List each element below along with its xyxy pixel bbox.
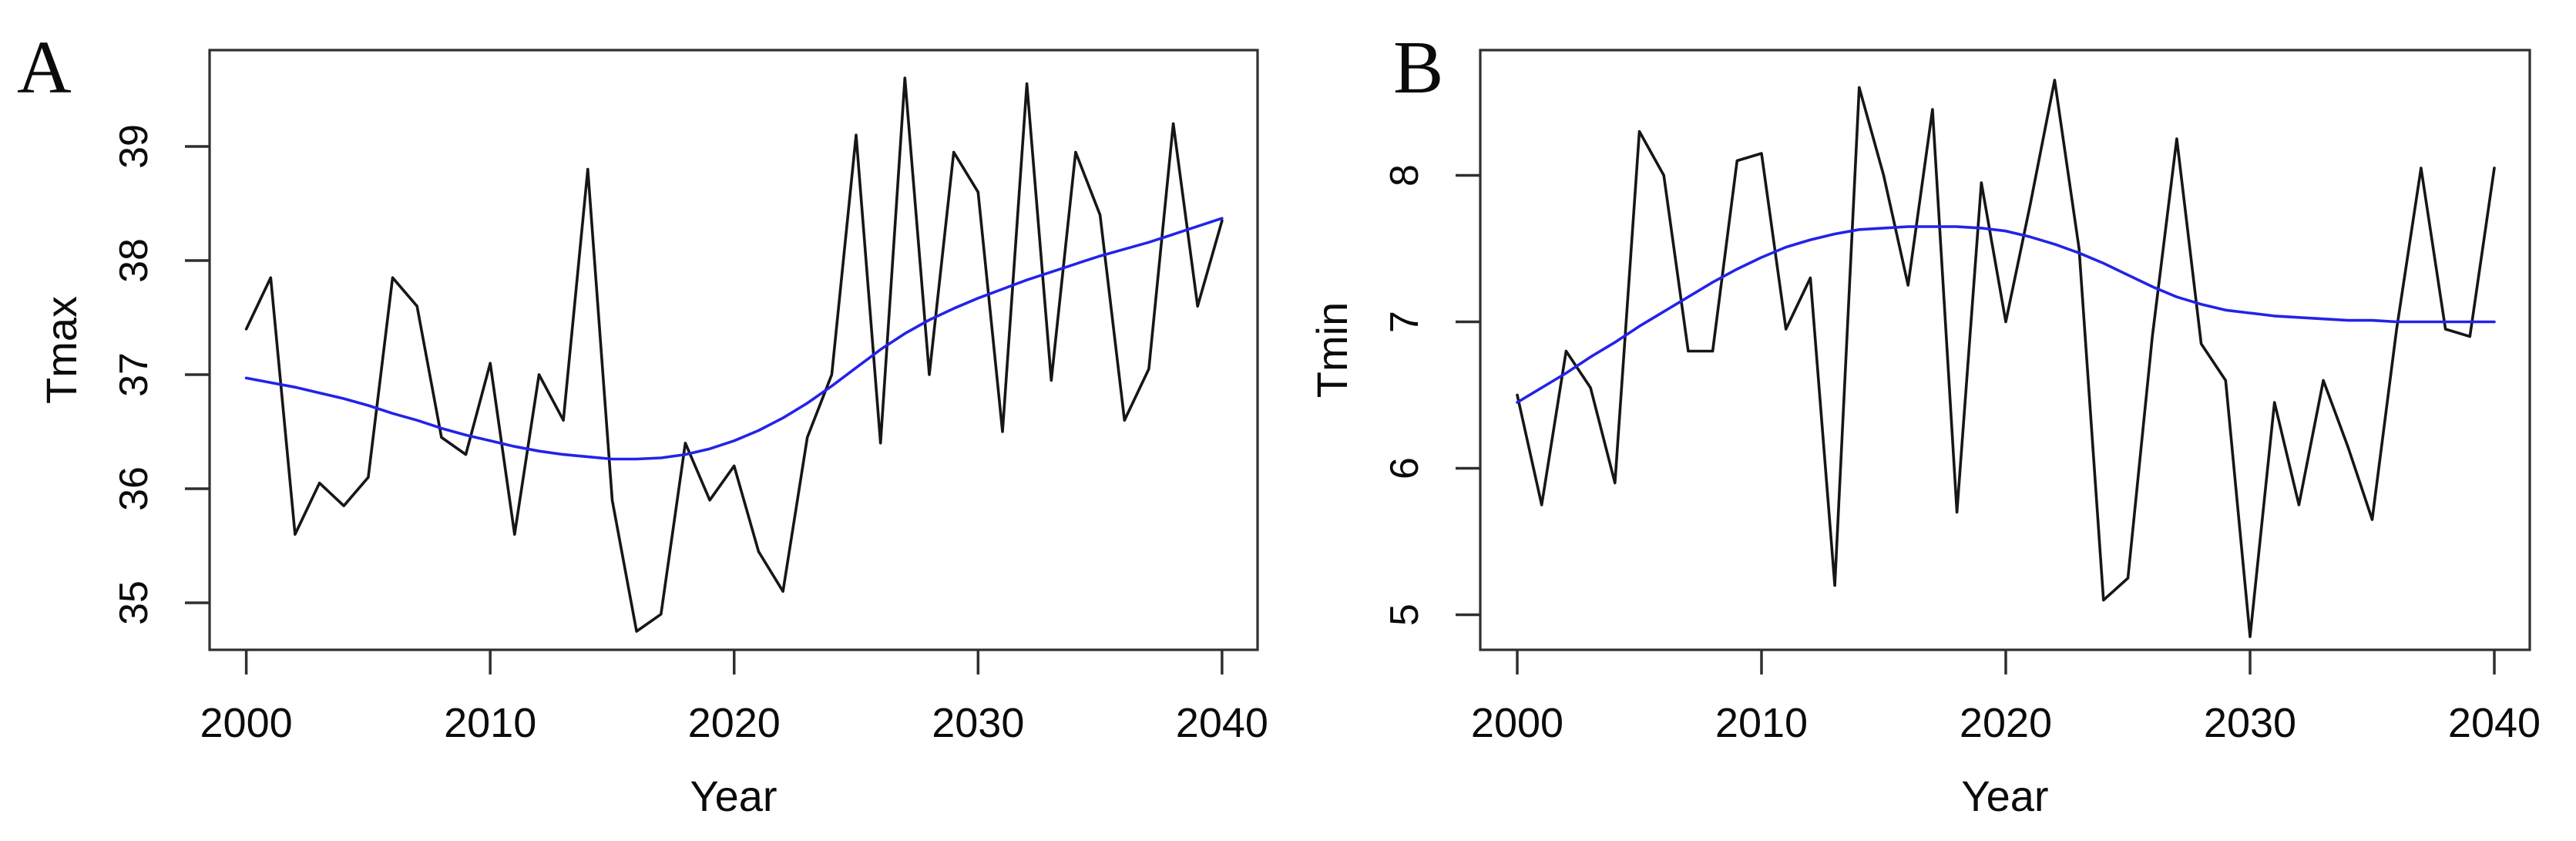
panel-a-x-tick-label: 2000 — [200, 700, 293, 746]
panel-b-letter: B — [1393, 26, 1444, 109]
panel-b-x-tick-label: 2030 — [2204, 700, 2296, 746]
panel-a-plot-box — [208, 49, 1259, 651]
panel-a-y-axis-title: Tmax — [37, 296, 86, 404]
panel-b-annual-series-line — [1516, 79, 2496, 638]
panel-a-y-tick-label: 36 — [112, 466, 156, 511]
panel-b-y-axis-title: Tmin — [1308, 301, 1356, 399]
panel-b-x-tick-label: 2000 — [1471, 700, 1563, 746]
panel-a-x-tick-label: 2020 — [688, 700, 781, 746]
panel-a-x-tick-label: 2040 — [1176, 700, 1268, 746]
panel-a-x-axis-title: Year — [690, 772, 778, 820]
panel-b-y-tick-label: 8 — [1382, 164, 1427, 187]
panel-b-y-tick-label: 5 — [1382, 604, 1427, 626]
panel-a-letter: A — [17, 26, 72, 109]
panel-a-x-tick-label: 2010 — [444, 700, 536, 746]
panel-a-y-tick-label: 37 — [112, 352, 156, 397]
panel-b-x-tick-label: 2020 — [1960, 700, 2052, 746]
panel-a-y-tick-label: 38 — [112, 238, 156, 283]
panel-a-x-tick-label: 2030 — [932, 700, 1024, 746]
panel-b-x-axis-title: Year — [1961, 772, 2049, 820]
panel-a-y-tick-label: 39 — [112, 124, 156, 169]
panel-b-x-tick-label: 2040 — [2448, 700, 2541, 746]
panel-b-y-tick-label: 7 — [1382, 311, 1427, 333]
panel-b-x-tick-label: 2010 — [1715, 700, 1808, 746]
panel-a-loess-trend-line — [244, 217, 1224, 461]
panel-a-y-tick-label: 35 — [112, 580, 156, 625]
panel-b-loess-trend-line — [1516, 225, 2496, 404]
panel-b-y-tick-label: 6 — [1382, 457, 1427, 479]
panel-a-annual-series-line — [244, 76, 1224, 633]
